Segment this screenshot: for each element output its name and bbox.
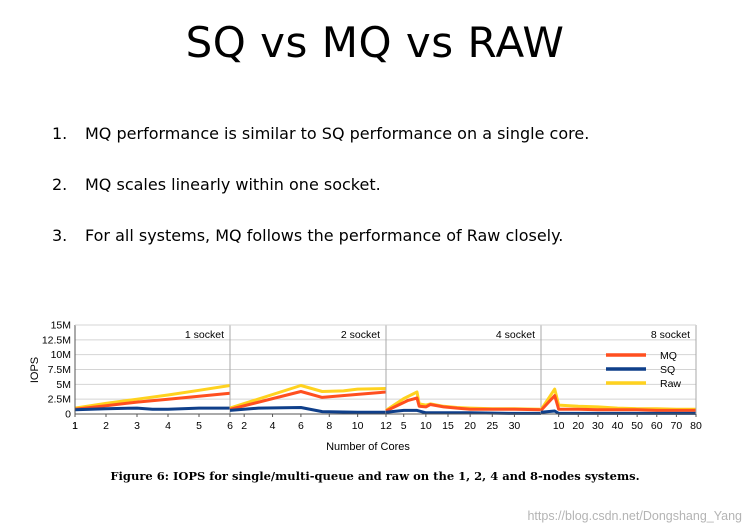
y-tick-label: 10M xyxy=(51,349,71,361)
y-tick-label: 2.5M xyxy=(48,394,71,406)
x-axis-label: Number of Cores xyxy=(326,441,410,453)
series-line-mq xyxy=(229,390,387,411)
bullet-item: 2. MQ scales linearly within one socket. xyxy=(52,175,589,226)
x-tick-label: 4 xyxy=(165,420,171,432)
series-line-raw xyxy=(229,384,387,410)
x-tick-label: 30 xyxy=(592,420,604,432)
x-tick-label: 30 xyxy=(509,420,521,432)
bullet-list: 1. MQ performance is similar to SQ perfor… xyxy=(52,124,589,277)
y-tick-label: 5M xyxy=(56,379,71,391)
x-tick-label: 40 xyxy=(612,420,624,432)
x-tick-label: 60 xyxy=(651,420,663,432)
bullet-number: 2. xyxy=(52,175,68,194)
iops-chart: 0 2.5M 5M 7.5M 10M 12.5M 15M 1 socket 1 1 2 3 4 5 6 2 s… xyxy=(29,320,702,454)
x-tick-label: 10 xyxy=(352,420,364,432)
x-tick-label: 6 xyxy=(298,420,304,432)
x-tick-label: 70 xyxy=(671,420,683,432)
legend-label: MQ xyxy=(660,350,677,362)
x-tick-label: 25 xyxy=(486,420,498,432)
x-tick-label: 4 xyxy=(270,420,276,432)
x-tick-label: 12 xyxy=(380,420,392,432)
watermark: https://blog.csdn.net/Dongshang_Yang xyxy=(527,509,742,523)
x-tick-label: 2 xyxy=(241,420,247,432)
legend-label: SQ xyxy=(660,364,675,376)
bullet-number: 1. xyxy=(52,124,68,143)
series-line-sq xyxy=(540,409,696,415)
bullet-item: 1. MQ performance is similar to SQ perfor… xyxy=(52,124,589,175)
series-line-raw xyxy=(74,384,231,410)
x-tick-label: 3 xyxy=(134,420,140,432)
bullet-item: 3. For all systems, MQ follows the perfor… xyxy=(52,226,589,277)
bullet-text: MQ performance is similar to SQ performa… xyxy=(85,124,590,143)
x-tick-label: 20 xyxy=(464,420,476,432)
slide-title: SQ vs MQ vs RAW xyxy=(185,18,565,67)
x-tick-label: 2 xyxy=(103,420,109,432)
series-line-sq xyxy=(229,406,386,414)
x-tick-label: 10 xyxy=(553,420,565,432)
x-tick-label: 1 xyxy=(72,420,78,432)
figure-caption: Figure 6: IOPS for single/multi-queue an… xyxy=(110,469,640,483)
bullet-text: For all systems, MQ follows the performa… xyxy=(85,226,564,245)
panel-label: 8 socket xyxy=(651,329,690,341)
series-line-mq xyxy=(385,396,542,413)
bullet-text: MQ scales linearly within one socket. xyxy=(85,175,381,194)
y-tick-label: 15M xyxy=(51,320,71,332)
panel-label: 4 socket xyxy=(496,329,535,341)
x-tick-label: 10 xyxy=(420,420,432,432)
panel-label: 1 socket xyxy=(185,329,224,341)
x-tick-label: 50 xyxy=(631,420,643,432)
y-tick-label: 7.5M xyxy=(48,364,71,376)
series-line-sq xyxy=(385,408,541,415)
x-tick-label: 6 xyxy=(227,420,233,432)
series-line-mq xyxy=(539,394,696,412)
x-tick-label: 20 xyxy=(572,420,584,432)
y-tick-label: 0 xyxy=(65,409,71,421)
legend-label: Raw xyxy=(660,378,681,390)
x-tick-label: 1 xyxy=(72,420,78,432)
x-tick-label: 8 xyxy=(326,420,332,432)
x-tick-label: 5 xyxy=(401,420,407,432)
y-tick-label: 12.5M xyxy=(42,334,71,346)
panel-label: 2 socket xyxy=(341,329,380,341)
x-tick-label: 80 xyxy=(690,420,702,432)
x-tick-label: 15 xyxy=(442,420,454,432)
x-tick-label: 5 xyxy=(196,420,202,432)
series-line-sq xyxy=(74,406,230,412)
series-line-mq xyxy=(74,391,231,411)
bullet-number: 3. xyxy=(52,226,68,245)
y-axis-label: IOPS xyxy=(29,357,41,383)
